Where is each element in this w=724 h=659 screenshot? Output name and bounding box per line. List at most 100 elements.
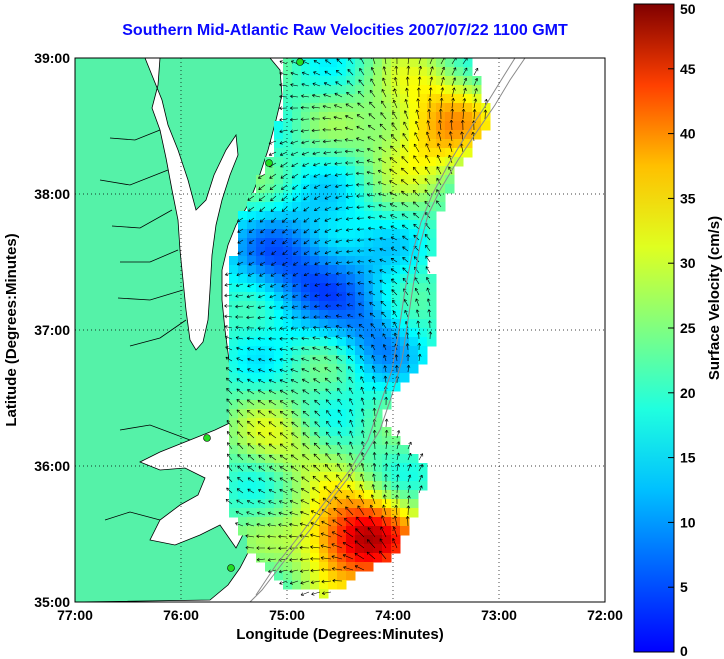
velocity-vector [345,217,354,221]
velocity-cell [274,175,284,185]
velocity-cell [427,76,437,86]
velocity-vector [302,304,310,309]
velocity-cell [229,445,239,455]
velocity-cell [229,265,239,275]
velocity-vector [429,66,434,76]
velocity-vector [314,421,321,428]
velocity-cell [337,436,347,446]
velocity-cell [229,499,239,509]
velocity-cell [301,346,311,356]
velocity-vector [280,305,288,309]
velocity-cell [409,256,419,266]
velocity-cell [463,85,473,95]
velocity-cell [346,544,356,554]
velocity-cell [337,67,347,77]
velocity-vector [402,246,409,252]
velocity-vector [303,206,310,212]
velocity-cell [373,265,383,275]
velocity-vector [269,466,277,472]
velocity-cell [400,328,410,338]
velocity-vector [301,378,310,384]
velocity-cell [256,193,266,203]
velocity-cell [364,184,374,194]
velocity-vector [279,94,288,99]
velocity-vector [313,315,321,319]
velocity-cell [427,130,437,140]
velocity-cell [382,508,392,518]
velocity-cell [292,382,302,392]
velocity-cell [310,157,320,167]
velocity-cell [238,337,248,347]
velocity-vector [303,294,310,298]
velocity-vector [247,368,255,373]
velocity-vector [348,366,354,373]
velocity-cell [310,400,320,410]
velocity-cell [274,463,284,473]
velocity-vector [292,217,299,223]
velocity-vector [279,151,288,156]
velocity-vector [291,389,299,395]
velocity-vector [345,161,354,165]
velocity-vector [324,228,332,233]
velocity-cell [256,229,266,239]
velocity-cell [229,418,239,428]
velocity-vector [451,97,455,109]
velocity-cell [337,391,347,401]
velocity-vector [462,67,468,76]
velocity-vector [258,294,266,299]
velocity-cell [418,58,428,68]
velocity-vector [333,115,343,120]
velocity-vector [401,167,409,175]
velocity-vector [415,309,420,318]
velocity-cell [328,310,338,320]
velocity-cell [229,337,239,347]
velocity-cell [301,508,311,518]
velocity-vector [448,143,453,153]
velocity-vector [406,505,411,516]
velocity-vector [268,316,277,320]
velocity-vector [313,442,321,450]
velocity-cell [274,382,284,392]
y-tick-label: 38:00 [34,186,70,202]
velocity-vector [280,294,288,299]
velocity-cell [355,148,365,158]
velocity-vector [402,235,409,241]
velocity-cell [310,526,320,536]
velocity-vector [379,279,387,285]
velocity-vector [323,93,332,98]
velocity-cell [301,139,311,149]
velocity-vector [418,485,423,494]
velocity-vector [357,270,365,275]
velocity-cell [256,346,266,356]
velocity-vector [246,294,255,299]
velocity-vector [384,441,389,450]
velocity-cell [274,400,284,410]
velocity-cell [373,67,383,77]
velocity-cell [328,67,338,77]
velocity-cell [328,220,338,230]
velocity-vector [372,452,377,461]
velocity-vector [271,250,277,255]
velocity-vector [279,410,288,417]
velocity-cell [391,121,401,131]
velocity-vector [396,430,401,439]
velocity-vector [301,82,310,87]
velocity-cell [418,166,428,176]
velocity-vector [358,79,365,87]
velocity-cell [292,265,302,275]
velocity-cell [373,148,383,158]
velocity-vector [323,151,332,155]
velocity-cell [265,517,275,527]
velocity-cell [256,535,266,545]
velocity-cell [274,247,284,257]
velocity-cell [355,220,365,230]
velocity-cell [418,292,428,302]
velocity-vector [248,261,255,266]
velocity-cell [247,499,257,509]
x-tick-label: 73:00 [481,607,517,623]
velocity-vector [356,227,365,231]
velocity-cell [319,94,329,104]
velocity-vector [345,206,354,210]
velocity-cell [409,481,419,491]
